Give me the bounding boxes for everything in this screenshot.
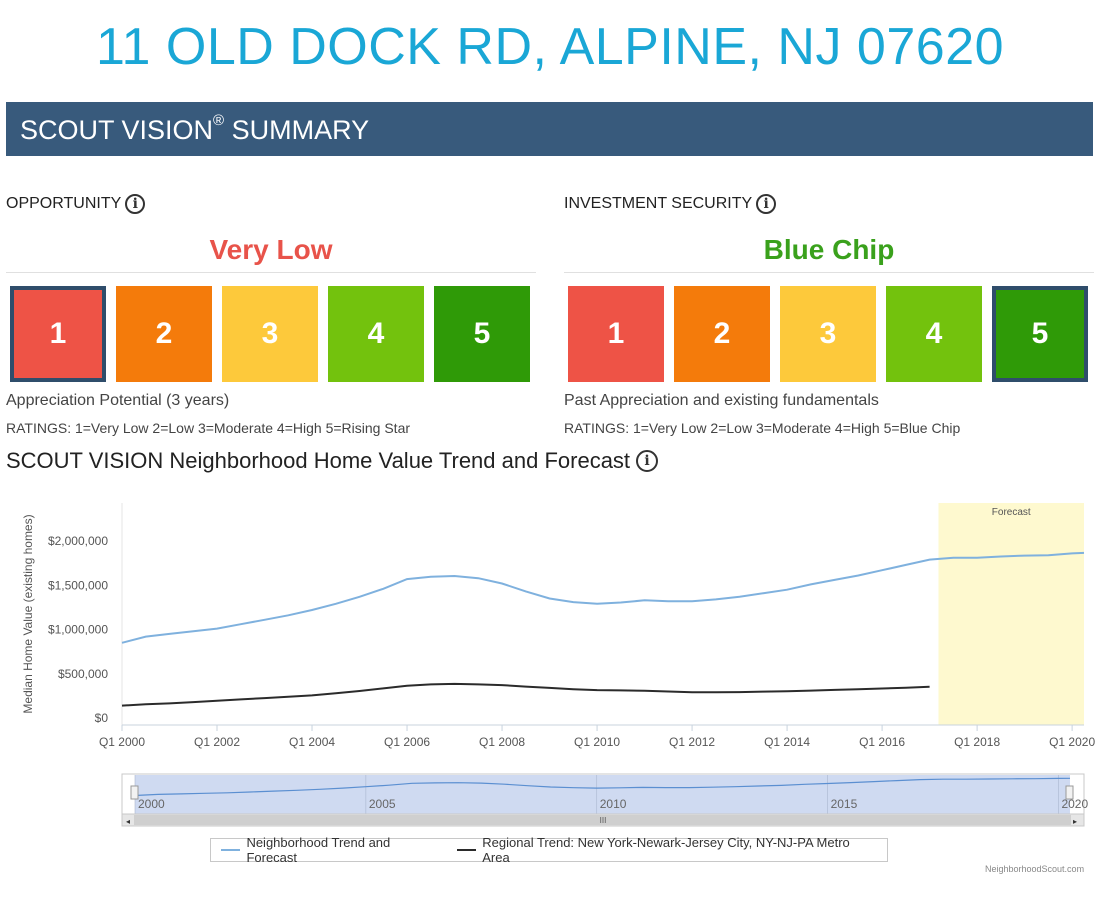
navigator-handle-right[interactable]: [1065, 785, 1074, 800]
navigator-scrollbar[interactable]: [121, 813, 1085, 827]
navigator-label: 2010: [600, 797, 627, 811]
series-lines: [121, 551, 1085, 707]
y-tick-label: $1,500,000: [48, 578, 108, 592]
chart-heading: SCOUT VISION Neighborhood Home Value Tre…: [6, 448, 659, 474]
banner-title: SCOUT VISION: [20, 115, 214, 145]
banner-suffix: SUMMARY: [224, 115, 370, 145]
navigator-selection[interactable]: [135, 775, 1070, 814]
x-ticks: Q1 2000 Q1 2002 Q1 2004 Q1 2006 Q1 2008 Q1 20…: [99, 725, 1095, 749]
legend-label-neighborhood: Neighborhood Trend and Forecast: [246, 835, 391, 865]
navigator-scrollbar-thumb[interactable]: [134, 815, 1071, 825]
security-info-icon[interactable]: i: [756, 194, 777, 214]
property-address: 11 OLD DOCK RD, ALPINE, NJ 07620: [95, 18, 1005, 76]
opportunity-rating-word: Very Low: [209, 234, 333, 265]
opportunity-heading-text: OPPORTUNITY: [6, 195, 122, 212]
x-tick-label: Q1 2018: [954, 735, 1000, 749]
registered-mark: ®: [213, 112, 225, 129]
security-rating-box-4: 4: [886, 286, 982, 382]
scrollbar-grip: III: [600, 816, 607, 825]
navigator-label: 2015: [831, 797, 858, 811]
legend-item-neighborhood[interactable]: Neighborhood Trend and Forecast: [221, 835, 439, 865]
x-tick-label: Q1 2000: [99, 735, 145, 749]
x-tick-label: Q1 2006: [384, 735, 430, 749]
navigator-handle-left[interactable]: [130, 785, 139, 800]
security-rating-word: Blue Chip: [763, 234, 895, 265]
opportunity-rating-box-3: 3: [222, 286, 318, 382]
y-ticks: $0 $500,000 $1,000,000 $1,500,000 $2,000,000: [48, 534, 108, 725]
x-tick-label: Q1 2004: [289, 735, 335, 749]
security-heading-text: INVESTMENT SECURITY: [564, 195, 753, 212]
x-tick-label: Q1 2010: [574, 735, 620, 749]
security-heading: INVESTMENT SECURITY i: [564, 194, 777, 214]
neighborhood-trend-line: [121, 551, 1085, 644]
forecast-band: [938, 503, 1084, 725]
legend-swatch-neighborhood: [221, 849, 241, 851]
opportunity-ratings-key: RATINGS: 1=Very Low 2=Low 3=Moderate 4=H…: [6, 420, 411, 436]
y-tick-label: $500,000: [58, 667, 108, 681]
security-rating-box-2: 2: [674, 286, 770, 382]
x-tick-label: Q1 2020: [1049, 735, 1095, 749]
range-navigator[interactable]: 2000 2005 2010 2015 2020 ◂ ▸ III: [121, 773, 1088, 827]
opportunity-rating-box-5: 5: [434, 286, 530, 382]
security-rating-box-3: 3: [780, 286, 876, 382]
summary-banner: SCOUT VISION® SUMMARY: [6, 102, 1093, 156]
source-credit: NeighborhoodScout.com: [985, 864, 1085, 874]
security-rating-box-5: 5: [992, 286, 1088, 382]
security-rating-box-1: 1: [568, 286, 664, 382]
regional-trend-line: [121, 682, 930, 707]
navigator-outline: [121, 773, 1085, 815]
chart-info-icon[interactable]: i: [636, 450, 659, 472]
opportunity-heading: OPPORTUNITY i: [6, 194, 146, 214]
opportunity-rating-box-1: 1: [10, 286, 106, 382]
forecast-label: Forecast: [992, 507, 1031, 518]
legend-item-regional[interactable]: Regional Trend: New York-Newark-Jersey C…: [456, 835, 869, 865]
y-tick-label: $2,000,000: [48, 534, 108, 548]
x-tick-label: Q1 2016: [859, 735, 905, 749]
y-axis-label: Median Home Value (existing homes): [21, 514, 35, 713]
opportunity-info-icon[interactable]: i: [125, 194, 146, 214]
x-tick-label: Q1 2014: [764, 735, 810, 749]
opportunity-divider: [6, 272, 536, 273]
chart-heading-text: SCOUT VISION Neighborhood Home Value Tre…: [6, 448, 631, 473]
navigator-label: 2020: [1061, 797, 1088, 811]
y-tick-label: $1,000,000: [48, 623, 108, 637]
opportunity-rating-box-4: 4: [328, 286, 424, 382]
navigator-series: [134, 777, 1071, 797]
navigator-labels: 2000 2005 2010 2015 2020: [138, 797, 1088, 811]
legend-swatch-regional: [456, 849, 477, 851]
security-ratings-key: RATINGS: 1=Very Low 2=Low 3=Moderate 4=H…: [564, 420, 961, 436]
scroll-left-arrow[interactable]: ◂: [126, 817, 130, 826]
security-divider: [564, 272, 1094, 273]
x-tick-label: Q1 2002: [194, 735, 240, 749]
x-tick-label: Q1 2012: [669, 735, 715, 749]
security-caption: Past Appreciation and existing fundament…: [564, 392, 879, 409]
scroll-right-arrow[interactable]: ▸: [1073, 817, 1077, 826]
opportunity-caption: Appreciation Potential (3 years): [6, 392, 230, 409]
chart-legend: Neighborhood Trend and Forecast Regional…: [210, 835, 888, 865]
y-tick-label: $0: [95, 711, 109, 725]
legend-label-regional: Regional Trend: New York-Newark-Jersey C…: [482, 835, 850, 865]
x-tick-label: Q1 2008: [479, 735, 525, 749]
navigator-label: 2005: [369, 797, 396, 811]
navigator-grid: [134, 775, 1059, 814]
navigator-label: 2000: [138, 797, 165, 811]
opportunity-rating-box-2: 2: [116, 286, 212, 382]
